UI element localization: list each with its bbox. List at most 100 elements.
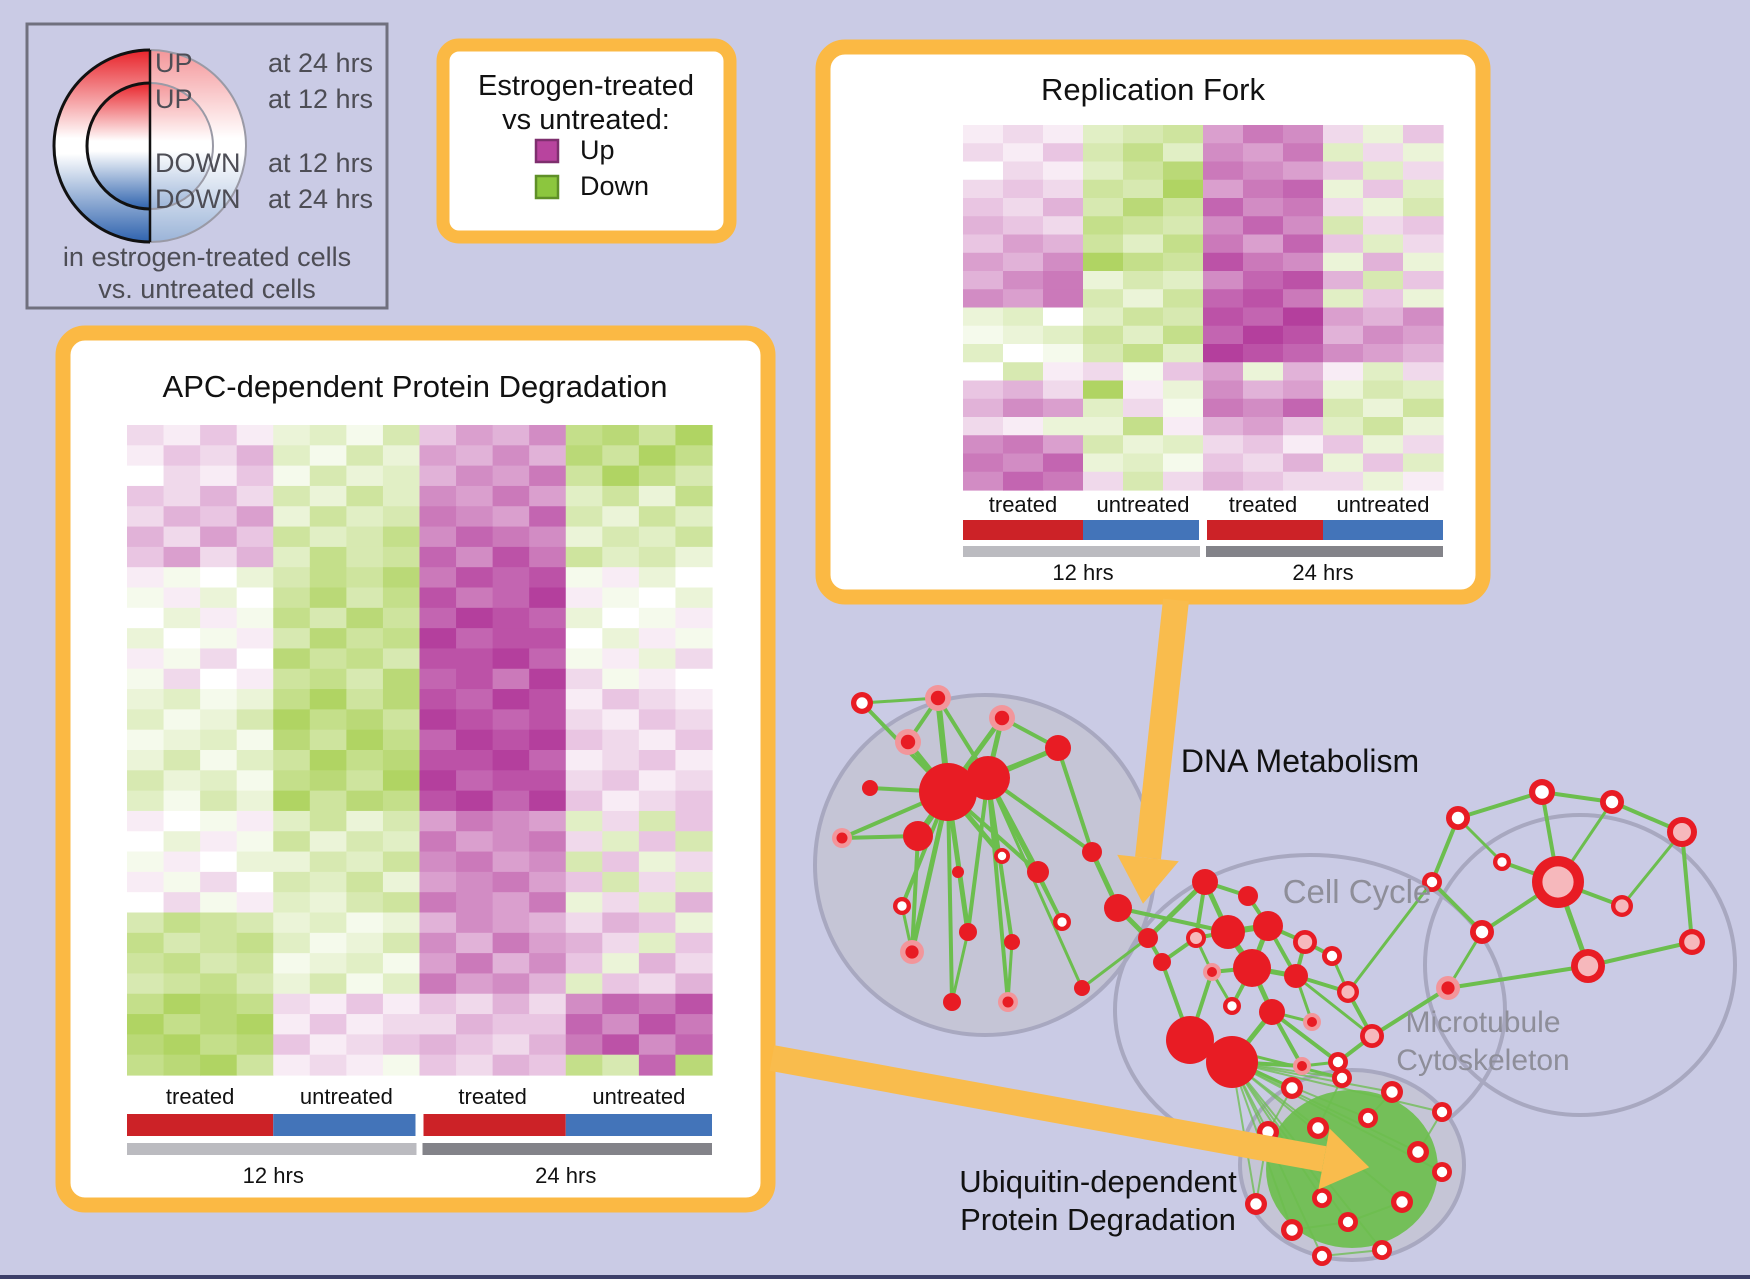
heatmap-cell <box>127 465 165 487</box>
network-edge <box>1456 790 1544 820</box>
network-node-center <box>1426 876 1438 888</box>
heatmap-cell <box>1123 271 1164 290</box>
network-node-core <box>1002 996 1014 1008</box>
heatmap-cell <box>456 567 494 589</box>
heatmap-cell <box>602 1014 640 1035</box>
condition-bar <box>1323 520 1443 540</box>
network-node <box>1166 1016 1214 1064</box>
network-node-core <box>900 734 916 750</box>
heatmap-cell <box>529 932 567 954</box>
heatmap-cell <box>1043 271 1084 290</box>
heatmap-cell <box>1403 234 1444 254</box>
heatmap-cell <box>492 709 530 731</box>
heatmap-cell <box>163 770 201 792</box>
heatmap-cell <box>963 471 1004 491</box>
heatmap-cell <box>565 709 603 731</box>
heatmap-cell <box>346 485 384 507</box>
heatmap-cell <box>1363 398 1404 418</box>
heatmap-cell <box>675 445 713 467</box>
heatmap-cell <box>1203 417 1244 436</box>
network-node <box>1082 842 1102 862</box>
heatmap-cell <box>419 607 457 629</box>
heatmap-cell <box>1203 344 1244 363</box>
condition-bar <box>1207 520 1323 540</box>
heatmap-cell <box>419 750 457 771</box>
heatmap-cell <box>1203 453 1244 473</box>
network-cluster-labels: DNA Metabolism Cell Cycle Microtubule Cytos… <box>959 743 1569 1237</box>
time-bar <box>963 546 1200 557</box>
heatmap-cell <box>529 709 567 731</box>
heatmap-cell <box>602 932 640 954</box>
heatmap-cell <box>236 425 274 446</box>
heatmap-cell <box>963 161 1004 181</box>
heatmap-cell <box>236 912 274 934</box>
heatmap-cell <box>127 1014 165 1035</box>
heatmap-cell <box>1163 453 1204 473</box>
heatmap-cell <box>602 729 640 751</box>
heatmap-cell <box>638 932 677 954</box>
heatmap-cell <box>1403 252 1444 272</box>
network-edge <box>1116 906 1230 934</box>
network-node <box>1192 869 1218 895</box>
heatmap-cell <box>382 526 421 548</box>
updown-inner-right-outline <box>149 82 214 210</box>
heatmap-cell <box>309 790 347 812</box>
heatmap-cell <box>492 689 530 710</box>
network-node-center <box>1364 1028 1380 1044</box>
heatmap-cell <box>346 1014 384 1035</box>
heatmap-cell <box>492 668 530 690</box>
heatmap-cell <box>200 993 238 1015</box>
heatmap-cell <box>675 912 713 934</box>
heatmap-cell <box>1203 307 1244 327</box>
heatmap-cell <box>1083 179 1124 199</box>
heatmap-cell <box>1003 216 1044 236</box>
heatmap-cell <box>419 506 457 528</box>
heatmap-cell <box>565 607 603 629</box>
heatmap-cell <box>1123 471 1164 491</box>
heatmap-cell <box>1123 325 1164 345</box>
heatmap-cell <box>1203 161 1244 181</box>
heatmap-cell <box>638 851 677 873</box>
heatmap-cell <box>456 790 494 812</box>
heatmap-cell <box>456 973 494 995</box>
heatmap-cell <box>1163 198 1204 217</box>
cluster-label-ubiquitin-protein-degradation: Protein Degradation <box>960 1202 1236 1237</box>
heatmap-cell <box>675 892 713 914</box>
heatmap-cell <box>163 526 201 548</box>
heatmap-cell <box>163 790 201 812</box>
heatmap-cell <box>382 912 421 934</box>
heatmap-cell <box>1203 289 1244 309</box>
heatmap-cell <box>565 729 603 751</box>
network-node <box>952 866 964 878</box>
heatmap-cell <box>1283 380 1324 400</box>
heatmap-cell <box>382 668 421 690</box>
heatmap-cell <box>1203 179 1244 199</box>
heatmap-cell <box>1083 161 1124 181</box>
heatmap-cell <box>127 729 165 751</box>
heatmap-cell <box>1043 125 1084 144</box>
network-edge <box>1006 940 1014 1004</box>
heatmap-cell <box>492 770 530 792</box>
heatmap-cell <box>382 709 421 731</box>
heatmap-cell <box>675 790 713 812</box>
heatmap-cell <box>127 871 165 893</box>
heatmap-cell <box>1003 325 1044 345</box>
heatmap-cell <box>346 628 384 650</box>
heatmap-cell <box>1043 216 1084 236</box>
heatmap-cell <box>1123 307 1164 327</box>
heatmap-cell <box>127 425 165 446</box>
heatmap-cell <box>127 628 165 650</box>
heatmap-cell <box>200 425 238 446</box>
heatmap-cell <box>529 668 567 690</box>
network-edge <box>1080 936 1150 990</box>
heatmap-cell <box>675 425 713 446</box>
heatmap-cell <box>1043 289 1084 309</box>
heatmap-cell <box>602 1034 640 1056</box>
heatmap-cell <box>236 587 274 609</box>
heatmap-cell <box>1083 271 1124 290</box>
heatmap-cell <box>565 648 603 670</box>
network-node <box>1238 886 1258 906</box>
heatmap-cell <box>602 668 640 690</box>
heatmap-cell <box>382 425 421 446</box>
heatmap-cell <box>456 932 494 954</box>
